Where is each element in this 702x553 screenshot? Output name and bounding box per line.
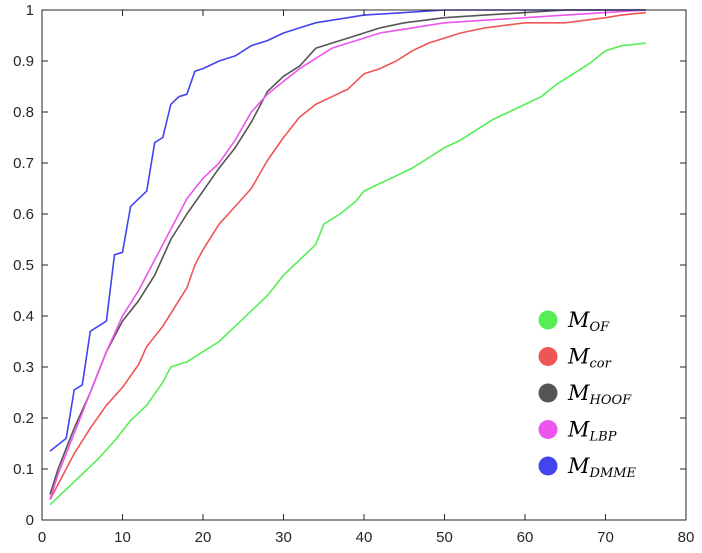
legend-marker — [538, 383, 558, 403]
y-tick-label: 0.9 — [13, 53, 34, 70]
y-tick-label: 0.8 — [13, 104, 34, 121]
y-tick-label: 0 — [26, 512, 34, 529]
series-line-dmme — [49, 9, 646, 452]
legend-label: MDMME — [567, 454, 637, 481]
legend-item-of: MOF — [538, 308, 610, 335]
y-tick-label: 0.3 — [13, 359, 34, 376]
x-tick-label: 70 — [597, 529, 614, 546]
y-tick-label: 0.7 — [13, 155, 34, 172]
ticks-layer: 0 10 20 30 40 50 60 70 80 0 0.1 0.2 0.3 0.4 0.5 0.6 0.7 0… — [13, 2, 694, 546]
legend: MOF Mcor MHOOF MLBP MDMME — [538, 308, 637, 481]
series-line-hoof — [49, 9, 646, 495]
legend-label: MHOOF — [567, 381, 632, 408]
legend-item-lbp: MLBP — [538, 418, 617, 445]
x-tick-label: 30 — [275, 529, 292, 546]
x-tick-label: 60 — [517, 529, 534, 546]
legend-item-hoof: MHOOF — [538, 381, 632, 408]
x-tick-label: 20 — [195, 529, 212, 546]
legend-marker — [538, 347, 558, 366]
series-line-of — [49, 42, 646, 506]
y-tick-label: 0.5 — [13, 257, 34, 274]
y-tick-label: 0.2 — [13, 410, 34, 427]
series-line-cor — [49, 11, 646, 500]
legend-item-dmme: MDMME — [538, 454, 637, 481]
x-tick-label: 0 — [38, 529, 46, 546]
legend-label: Mcor — [567, 345, 612, 372]
legend-marker — [538, 420, 558, 439]
series-line-lbp — [49, 9, 646, 500]
x-tick-label: 10 — [114, 529, 131, 546]
y-tick-label: 0.6 — [13, 206, 34, 223]
x-tick-label: 40 — [356, 529, 373, 546]
series-layer — [49, 9, 646, 506]
y-tick-label: 0.4 — [13, 308, 34, 325]
legend-label: MOF — [567, 308, 610, 335]
y-tick-label: 0.1 — [13, 461, 34, 478]
legend-marker — [538, 456, 558, 476]
legend-label: MLBP — [567, 418, 617, 445]
y-tick-label: 1 — [26, 2, 34, 19]
legend-marker — [538, 310, 558, 330]
legend-item-cor: Mcor — [538, 345, 612, 372]
x-tick-label: 50 — [436, 529, 453, 546]
x-tick-label: 80 — [678, 529, 695, 546]
